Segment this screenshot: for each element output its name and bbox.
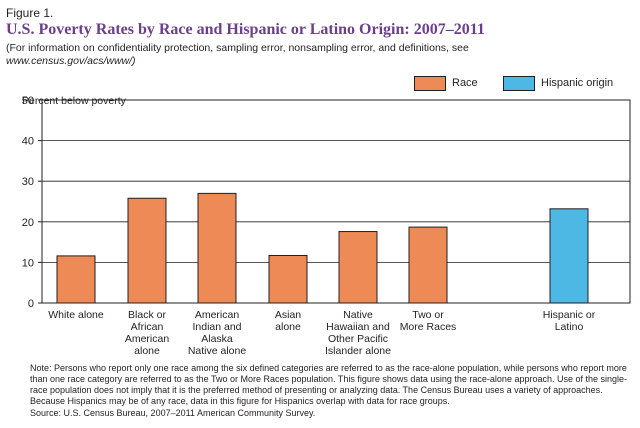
chart-title: U.S. Poverty Rates by Race and Hispanic … [6,21,485,38]
x-tick-label: White alone [48,309,104,321]
x-tick-label: Black or African American alone [125,309,170,357]
legend-swatch-hispanic [503,76,535,91]
y-tick-label: 20 [22,217,34,229]
x-tick-label-line: alone [134,345,160,357]
footnote: Note: Persons who report only one race a… [30,363,628,406]
x-tick-label-line: Native [343,309,373,321]
legend-label-hispanic: Hispanic origin [541,77,614,89]
bar [268,254,308,304]
bar [549,208,589,304]
bar [127,197,167,304]
x-tick-label-line: Alaska [201,333,233,345]
x-tick-label: Two or More Races [400,309,457,333]
bar [56,255,96,304]
chart-subtitle: (For information on confidentiality prot… [6,42,469,68]
x-tick-label: Hispanic or Latino [543,309,596,333]
subtitle-line-2: www.census.gov/acs/www/) [6,55,136,67]
source-note: Source: U.S. Census Bureau, 2007–2011 Am… [30,408,316,418]
x-tick-label-line: Other Pacific [328,333,388,345]
x-tick-label-line: Two or [412,309,444,321]
x-tick-label-line: American [125,333,170,345]
x-tick-label: Native Hawaiian and Other Pacific Islander … [325,309,391,357]
y-tick-label: 50 [22,95,34,107]
x-tick-label-line: Asian [275,309,301,321]
y-tick-label: 10 [22,257,34,269]
x-tick-label-line: alone [275,321,301,333]
x-tick-label-line: Islander alone [325,345,391,357]
y-axis-label: Percent below poverty [22,95,126,107]
x-tick-label-line: More Races [400,321,457,333]
legend-swatch-race [414,76,446,91]
x-tick-label: Asian alone [275,309,301,333]
y-tick-label: 0 [28,298,34,310]
x-tick-label-line: White alone [48,309,104,321]
x-tick-label-line: African [131,321,164,333]
x-tick-label-line: Latino [555,321,584,333]
y-tick-label: 40 [22,136,34,148]
x-tick-label-line: American [195,309,240,321]
figure-label: Figure 1. [6,6,54,20]
bar [197,192,237,304]
x-tick-label-line: Hispanic or [543,309,596,321]
plot-frame [41,99,631,304]
bar [338,231,378,304]
x-tick-label-line: Native alone [188,345,247,357]
x-tick-label: American Indian and Alaska Native alone [188,309,247,357]
y-tick-label: 30 [22,176,34,188]
subtitle-line-1: (For information on confidentiality prot… [6,42,469,54]
legend-label-race: Race [452,77,478,89]
bar [408,226,448,304]
x-tick-label-line: Black or [128,309,166,321]
x-tick-label-line: Indian and [192,321,241,333]
x-tick-label-line: Hawaiian and [326,321,390,333]
